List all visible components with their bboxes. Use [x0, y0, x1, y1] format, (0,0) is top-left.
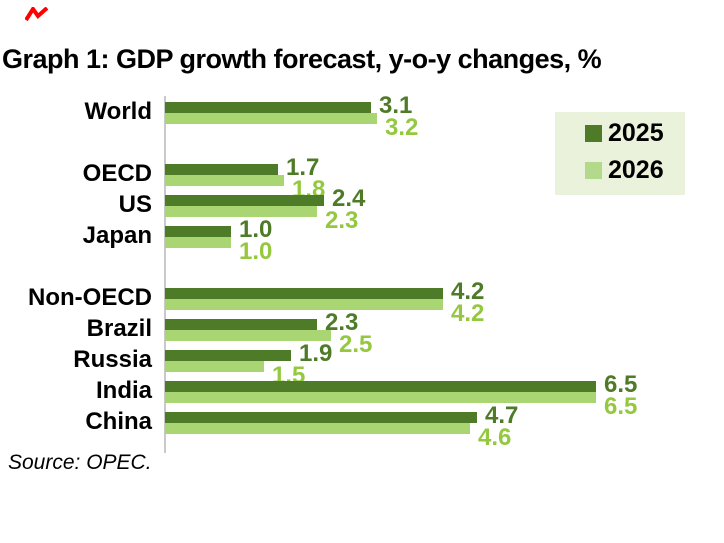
bar-2025-non-oecd: [165, 288, 443, 299]
value-label-2025-brazil: 2.3: [325, 309, 359, 336]
value-label-2026-non-oecd: 4.2: [451, 300, 485, 327]
legend: 2025 2026: [555, 112, 685, 195]
category-label-japan: Japan: [82, 222, 152, 249]
bar-2025-oecd: [165, 164, 278, 175]
bar-2026-us: [165, 206, 317, 217]
bar-2026-india: [165, 392, 596, 403]
category-label-china: China: [85, 408, 152, 435]
category-label-world: World: [84, 98, 152, 125]
value-label-2026-japan: 1.0: [239, 238, 273, 265]
value-label-2026-india: 6.5: [604, 393, 638, 420]
value-label-2025-japan: 1.0: [239, 216, 273, 243]
bar-2025-russia: [165, 350, 291, 361]
plot-area: World 3.1 3.2 OECD 1.7 1.8 US 2.4 2.3 Japan 1.0 1.0…: [0, 94, 724, 453]
bar-2026-world: [165, 113, 377, 124]
value-label-2026-world: 3.2: [385, 114, 419, 141]
value-label-2025-china: 4.7: [485, 402, 519, 429]
legend-item-2025: 2025: [585, 117, 685, 149]
value-label-2026-brazil: 2.5: [339, 331, 373, 358]
legend-swatch-2025: [585, 124, 602, 142]
category-label-brazil: Brazil: [86, 315, 152, 342]
legend-item-2026: 2026: [585, 154, 685, 186]
value-label-2026-china: 4.6: [478, 424, 512, 451]
category-label-non-oecd: Non-OECD: [28, 284, 152, 311]
bar-2026-brazil: [165, 330, 331, 341]
bar-2025-us: [165, 195, 324, 206]
bar-2025-india: [165, 381, 596, 392]
chart-title: Graph 1: GDP growth forecast, y-o-y chan…: [2, 44, 602, 74]
value-label-2025-russia: 1.9: [299, 340, 333, 367]
legend-swatch-2026: [585, 161, 602, 179]
value-label-2025-world: 3.1: [379, 92, 413, 119]
bar-2026-russia: [165, 361, 264, 372]
bar-2025-china: [165, 412, 477, 423]
bar-2025-japan: [165, 226, 231, 237]
legend-label-2025: 2025: [608, 118, 664, 147]
value-label-2025-oecd: 1.7: [286, 154, 320, 181]
category-label-oecd: OECD: [82, 160, 152, 187]
category-label-us: US: [118, 191, 152, 218]
source-note: Source: OPEC.: [8, 451, 152, 474]
category-label-india: India: [95, 377, 152, 404]
bar-2026-oecd: [165, 175, 284, 186]
value-label-2026-us: 2.3: [325, 207, 359, 234]
value-label-2025-india: 6.5: [604, 371, 638, 398]
value-label-2025-us: 2.4: [332, 185, 366, 212]
red-corner-mark-icon: [25, 7, 49, 22]
bar-2025-brazil: [165, 319, 317, 330]
bar-2026-japan: [165, 237, 231, 248]
value-label-2025-non-oecd: 4.2: [451, 278, 485, 305]
bar-2025-world: [165, 102, 371, 113]
legend-label-2026: 2026: [608, 155, 664, 184]
category-label-russia: Russia: [73, 346, 152, 373]
bar-2026-non-oecd: [165, 299, 443, 310]
category-axis-line: [164, 96, 166, 453]
bar-2026-china: [165, 423, 470, 434]
